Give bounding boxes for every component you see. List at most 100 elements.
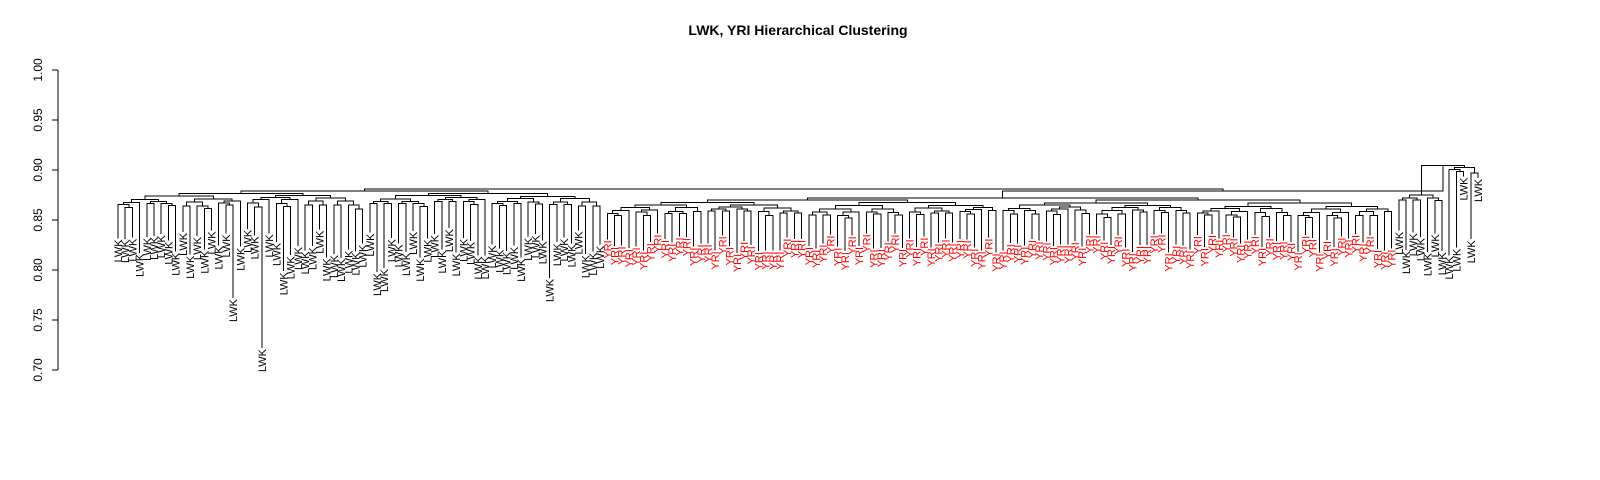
leaf-label: YRI (602, 240, 614, 258)
dendrogram-branch (468, 198, 486, 253)
leaf-label: YRI (1228, 238, 1240, 256)
leaf-label: YRI (1120, 249, 1132, 267)
dendrogram-branch (1383, 210, 1393, 248)
leaf-label: LWK (451, 253, 463, 277)
leaf-label: LWK (307, 246, 319, 270)
leaf-label: YRI (1307, 239, 1319, 257)
leaf-label: LWK (559, 238, 571, 262)
leaf-label: YRI (1048, 247, 1060, 265)
dendrogram-branch (398, 203, 407, 249)
leaf-label: LWK (480, 256, 492, 280)
leaf-label: YRI (653, 235, 665, 253)
y-tick-label: 0.95 (31, 108, 45, 132)
dendrogram-branch (763, 207, 792, 212)
leaf-label: YRI (761, 251, 773, 269)
leaf-label: YRI (703, 244, 715, 262)
dendrogram-branch (1007, 207, 1031, 211)
dendrogram-branch (614, 215, 623, 243)
dendrogram-branch (1254, 212, 1267, 233)
dendrogram-branch (1182, 212, 1191, 247)
leaf-label: YRI (912, 248, 924, 266)
dendrogram-branch (1202, 210, 1220, 236)
leaf-label: YRI (883, 242, 895, 260)
y-tick-label: 0.80 (31, 258, 45, 282)
leaf-label: LWK (394, 244, 406, 268)
leaf-label: YRI (1372, 250, 1384, 268)
dendrogram-branch (1224, 206, 1272, 209)
dendrogram-branch (887, 212, 900, 239)
leaf-label: YRI (1156, 234, 1168, 252)
dendrogram-branch (1412, 199, 1421, 235)
leaf-label: LWK (1415, 237, 1427, 261)
dendrogram-branch (252, 198, 270, 231)
leaf-label: LWK (538, 241, 550, 265)
dendrogram-branch (1132, 209, 1144, 250)
dendrogram-branch (1311, 208, 1341, 213)
leaf-label: LWK (336, 258, 348, 282)
leaf-label: LWK (300, 251, 312, 275)
dendrogram-branch (620, 207, 651, 211)
leaf-label: YRI (1329, 248, 1341, 266)
leaf-label: LWK (430, 234, 442, 258)
leaf-label: YRI (876, 249, 888, 267)
leaf-label: LWK (415, 258, 427, 282)
leaf-label: LWK (1401, 250, 1413, 274)
chart-title: LWK, YRI Hierarchical Clustering (688, 22, 907, 38)
dendrogram-branch (1074, 209, 1087, 239)
leaf-label: YRI (753, 252, 765, 270)
leaf-label: LWK (250, 236, 262, 260)
leaf-label: YRI (1336, 238, 1348, 256)
dendrogram-branch (394, 194, 462, 199)
leaf-label: YRI (1293, 252, 1305, 270)
leaf-label: LWK (466, 241, 478, 265)
dendrogram-branch (354, 208, 364, 249)
leaf-label: YRI (1286, 243, 1298, 261)
leaf-label: YRI (1041, 242, 1053, 260)
leaf-label: YRI (660, 240, 672, 258)
dendrogram-branch (347, 204, 360, 247)
dendrogram-branch (1304, 216, 1313, 236)
dendrogram-branch (281, 198, 299, 244)
leaf-label: LWK (171, 252, 183, 276)
leaf-label: LWK (530, 235, 542, 259)
dendrogram-branch (304, 204, 313, 248)
dendrogram-branch (1210, 208, 1241, 212)
dendrogram-branch (779, 212, 788, 248)
dendrogram-branch (1002, 165, 1444, 198)
dendrogram-branch (437, 199, 454, 202)
leaf-label: LWK (566, 244, 578, 268)
dendrogram-branch (640, 209, 659, 231)
leaf-label: YRI (1012, 245, 1024, 263)
leaf-label: YRI (976, 251, 988, 269)
dendrogram-branch (462, 200, 475, 235)
leaf-label: LWK (1451, 248, 1463, 272)
leaf-label: YRI (1185, 251, 1197, 269)
dendrogram-branch (1031, 213, 1040, 238)
dendrogram-branch (527, 201, 540, 234)
leaf-label: YRI (1343, 239, 1355, 257)
leaf-label: YRI (861, 234, 873, 252)
dendrogram-branch (736, 208, 749, 250)
leaf-label: YRI (1379, 252, 1391, 270)
dendrogram-branch (1283, 215, 1292, 239)
leaf-label: LWK (127, 238, 139, 262)
leaf-label: YRI (1099, 242, 1111, 260)
leaf-label: YRI (1063, 245, 1075, 263)
dendrogram-branch (1231, 211, 1249, 237)
leaf-label: YRI (1171, 246, 1183, 264)
leaf-label: LWK (343, 250, 355, 274)
dendrogram-branch (834, 205, 884, 209)
leaf-label: LWK (1473, 178, 1485, 202)
y-tick-label: 1.00 (31, 58, 45, 82)
leaf-label: YRI (955, 240, 967, 258)
leaf-label: YRI (1113, 236, 1125, 254)
leaf-label: LWK (135, 253, 147, 277)
leaf-label: LWK (279, 272, 291, 296)
leaf-label: YRI (1250, 236, 1262, 254)
leaf-label: YRI (797, 240, 809, 258)
leaf-label: LWK (379, 268, 391, 292)
leaf-label: LWK (1423, 252, 1435, 276)
leaf-label: YRI (710, 251, 722, 269)
dendrogram-branch (1096, 213, 1108, 232)
leaf-label: YRI (696, 244, 708, 262)
